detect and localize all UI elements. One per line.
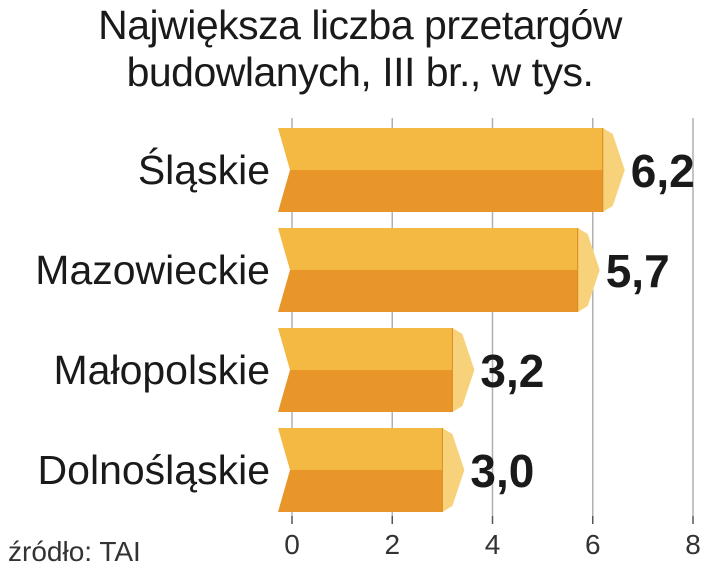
bar-cap — [452, 328, 475, 412]
x-tick-label: 2 — [384, 529, 400, 560]
chart-title-line-2: budowlanych, III br., w tys. — [126, 49, 594, 95]
chart-title-line-1: Największa liczba przetargów — [98, 2, 622, 48]
bar-lower — [278, 170, 603, 212]
bar-upper — [278, 428, 443, 470]
value-label: 6,2 — [631, 145, 695, 197]
bar-cap — [602, 128, 625, 212]
bar-cap — [577, 228, 600, 312]
bar-upper — [278, 228, 578, 270]
bar-lower — [278, 470, 443, 512]
category-label: Małopolskie — [54, 347, 271, 393]
bar-lower — [278, 270, 578, 312]
bar-lower — [278, 370, 453, 412]
bar-cap — [442, 428, 465, 512]
bar-upper — [278, 128, 603, 170]
x-tick-label: 6 — [585, 529, 601, 560]
x-tick-label: 8 — [685, 529, 701, 560]
value-label: 3,0 — [470, 445, 534, 497]
category-label: Mazowieckie — [35, 247, 270, 293]
source-note: źródło: TAI — [8, 536, 141, 567]
category-label: Śląskie — [138, 147, 270, 193]
chart-title: Największa liczba przetargów budowlanych… — [0, 2, 720, 96]
category-label: Dolnośląskie — [38, 447, 270, 493]
value-label: 5,7 — [606, 245, 670, 297]
bar-upper — [278, 328, 453, 370]
x-tick-label: 4 — [485, 529, 501, 560]
x-tick-label: 0 — [284, 529, 300, 560]
value-label: 3,2 — [480, 345, 544, 397]
